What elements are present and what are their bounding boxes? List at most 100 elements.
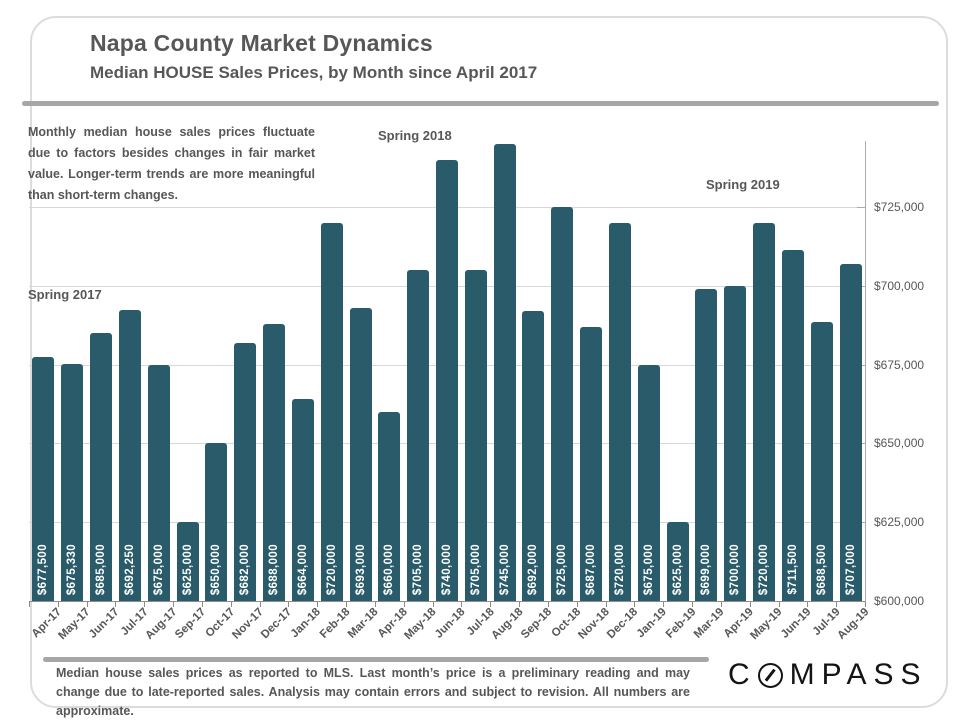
bar-value-label: $682,000 [239, 543, 252, 595]
x-axis-category-label: Jun-19 [778, 606, 814, 641]
bar-value-label: $688,500 [815, 543, 828, 595]
y-axis-tick-label: $600,000 [874, 594, 925, 608]
bar: $720,000 [608, 222, 631, 601]
y-axis-tick-label: $675,000 [874, 357, 925, 372]
bar-value-label: $720,000 [613, 543, 626, 595]
bar-value-label: $745,000 [498, 543, 511, 595]
bar: $700,000 [724, 285, 747, 601]
x-axis-tick [605, 601, 607, 607]
x-axis-tick [836, 601, 838, 607]
x-axis-tick [374, 601, 376, 607]
bar: $664,000 [291, 399, 314, 601]
bar-value-label: $692,250 [123, 543, 136, 595]
bar-value-label: $740,000 [441, 543, 453, 595]
x-axis-tick [749, 601, 751, 607]
x-axis-tick [865, 601, 866, 607]
bar-value-label: $650,000 [210, 543, 223, 595]
page-title: Napa County Market Dynamics [90, 30, 433, 56]
bar: $725,000 [551, 207, 574, 601]
x-axis-tick [173, 601, 175, 607]
x-axis-tick [663, 601, 665, 607]
compass-logo: C MPASS [728, 658, 927, 692]
bar-value-label: $725,000 [556, 543, 569, 595]
bar: $740,000 [436, 159, 458, 601]
bar-value-label: $675,330 [66, 543, 79, 595]
bar: $699,000 [695, 289, 718, 601]
slide-border [30, 16, 948, 708]
bar: $688,000 [263, 323, 286, 601]
commentary-text: Monthly median house sales prices fluctu… [28, 125, 315, 202]
x-axis-tick [432, 601, 434, 607]
x-axis-tick [490, 601, 492, 607]
x-axis-category-label: May-18 [402, 606, 439, 643]
footer-divider [43, 657, 709, 662]
bar: $660,000 [378, 411, 401, 601]
x-axis-tick [57, 601, 59, 607]
x-axis-tick [29, 601, 30, 607]
bar-value-label: $700,000 [729, 543, 742, 595]
x-axis-tick [230, 601, 232, 607]
x-axis-category-label: Feb-18 [317, 606, 353, 641]
x-axis-category-label: Jun-18 [432, 606, 468, 641]
x-axis-tick [778, 601, 780, 607]
bar: $675,000 [637, 364, 660, 601]
x-axis-tick [317, 601, 319, 607]
x-axis-tick [692, 601, 694, 607]
x-axis-category-label: Nov-17 [230, 606, 266, 642]
compass-logo-suffix: MPASS [789, 658, 928, 691]
x-axis-category-label: Dec-18 [605, 606, 641, 642]
bar-value-label: $699,000 [700, 543, 713, 595]
y-axis-tick-label: $625,000 [874, 515, 925, 530]
x-axis-tick [461, 601, 463, 607]
x-axis-tick [403, 601, 405, 607]
bar-value-label: $720,000 [758, 543, 771, 595]
bar-value-label: $687,000 [585, 543, 598, 595]
bar: $685,000 [90, 333, 113, 601]
x-axis-tick [259, 601, 261, 607]
x-axis-tick [720, 601, 722, 607]
bar-value-label: $625,000 [671, 543, 684, 595]
page-subtitle: Median HOUSE Sales Prices, by Month sinc… [90, 63, 538, 82]
bar: $705,000 [464, 270, 487, 601]
bar-value-label: $705,000 [412, 543, 425, 595]
x-axis-tick [288, 601, 290, 607]
bar-value-label: $685,000 [95, 543, 108, 595]
x-axis-category-label: Sep-18 [518, 606, 554, 642]
x-axis-category-label: Feb-19 [663, 606, 699, 641]
bar: $675,330 [61, 363, 84, 601]
y-axis-tick-label: $725,000 [874, 200, 925, 215]
x-axis-tick [144, 601, 146, 607]
compass-circle-slash-icon [757, 662, 783, 688]
x-axis-category-label: Dec-17 [259, 606, 295, 642]
y-axis-line [865, 141, 866, 602]
x-axis-category-label: Jun-17 [86, 606, 122, 641]
compass-logo-prefix: C [728, 658, 757, 691]
bar: $692,000 [522, 311, 545, 601]
bar-value-label: $688,000 [268, 543, 281, 595]
x-axis-category-label: Jan-19 [635, 606, 670, 641]
x-axis-category-label: Mar-18 [346, 606, 382, 641]
bar: $682,000 [234, 342, 257, 601]
bar-value-label: $677,500 [37, 543, 50, 595]
header-divider [22, 101, 939, 106]
x-axis-tick [346, 601, 348, 607]
x-axis-tick [807, 601, 809, 607]
bar: $625,000 [666, 522, 689, 601]
y-axis-tick [857, 207, 866, 209]
bar-value-label: $705,000 [469, 543, 482, 595]
x-axis-category-label: Sep-17 [172, 606, 209, 642]
bar: $688,500 [810, 322, 833, 601]
season-label-spring-2018: Spring 2018 [378, 128, 452, 143]
x-axis-tick [86, 601, 88, 607]
bar-value-label: $720,000 [325, 543, 338, 595]
bar: $677,500 [32, 356, 55, 601]
x-axis-tick [519, 601, 521, 607]
season-label-spring-2019: Spring 2019 [706, 177, 780, 192]
x-axis-tick [115, 601, 117, 607]
x-axis-tick [634, 601, 636, 607]
bar-value-label: $707,000 [844, 543, 857, 595]
x-axis-category-label: May-19 [748, 606, 785, 643]
bar: $720,000 [753, 222, 776, 601]
y-axis-tick-label: $650,000 [874, 436, 925, 451]
